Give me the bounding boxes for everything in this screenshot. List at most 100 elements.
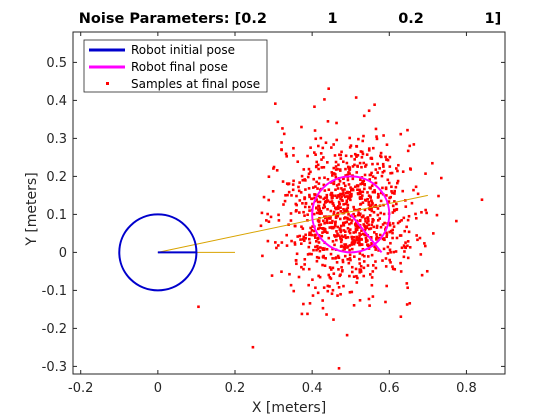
sample-point (346, 191, 349, 195)
sample-point (329, 252, 333, 256)
sample-point (361, 152, 365, 156)
sample-point (350, 221, 353, 225)
y-tick-label: 0.4 (46, 94, 67, 109)
sample-point (315, 259, 319, 263)
sample-point (369, 173, 373, 177)
sample-point (378, 233, 382, 237)
sample-point (380, 174, 384, 178)
sample-point (399, 315, 403, 318)
sample-point (356, 188, 359, 192)
sample-point (352, 205, 355, 209)
sample-point (405, 282, 409, 285)
sample-point (361, 253, 364, 257)
sample-point (406, 256, 410, 260)
sample-point (364, 226, 368, 230)
sample-point (332, 182, 336, 185)
y-tick-label: 0.5 (46, 56, 67, 71)
sample-point (314, 193, 317, 196)
sample-point (366, 264, 370, 267)
sample-point (330, 171, 334, 174)
sample-point (290, 194, 293, 197)
sample-point (356, 225, 359, 229)
sample-point (386, 178, 390, 182)
sample-point (353, 223, 357, 226)
sample-point (314, 137, 318, 141)
sample-point (366, 216, 369, 219)
sample-point (284, 152, 288, 156)
sample-point (280, 148, 283, 152)
sample-point (324, 141, 328, 145)
y-ticks: -0.3 -0.2 -0.1 0 0.1 0.2 0.3 0.4 0.5 (42, 56, 505, 375)
sample-point (314, 236, 317, 239)
sample-point (333, 154, 337, 157)
sample-point (362, 114, 366, 118)
sample-point (323, 176, 326, 180)
sample-point (276, 120, 280, 124)
sample-point (342, 160, 345, 164)
sample-point (388, 230, 391, 234)
sample-point (389, 229, 393, 233)
sample-point (362, 161, 366, 165)
sample-point (289, 283, 293, 287)
sample-point (363, 228, 367, 232)
sample-point (295, 203, 298, 207)
sample-point (281, 180, 285, 183)
sample-point (292, 146, 295, 150)
y-axis-label: Y [meters] (24, 172, 40, 246)
sample-point (302, 235, 306, 239)
sample-point (306, 253, 310, 256)
sample-point (357, 237, 361, 240)
sample-point (275, 246, 278, 250)
sample-point (370, 253, 374, 257)
sample-point (343, 254, 347, 258)
sample-point (375, 135, 378, 138)
y-tick-label: -0.3 (42, 360, 67, 375)
sample-point (270, 274, 274, 277)
sample-point (342, 181, 346, 185)
sample-point (348, 244, 352, 247)
sample-point (319, 136, 323, 140)
sample-point (350, 194, 353, 198)
sample-point (401, 189, 405, 193)
sample-point (361, 180, 365, 183)
sample-point (319, 196, 322, 199)
sample-point (317, 256, 321, 260)
sample-point (376, 213, 380, 217)
sample-point (381, 170, 385, 174)
sample-point (375, 224, 379, 228)
sample-point (339, 240, 343, 244)
sample-point (331, 202, 335, 205)
sample-point (266, 239, 270, 243)
sample-point (329, 217, 332, 220)
sample-point (370, 223, 374, 227)
sample-point (328, 226, 332, 229)
sample-point (363, 187, 366, 191)
sample-point (374, 266, 378, 270)
sample-point (320, 166, 324, 169)
sample-point (344, 154, 348, 158)
sample-point (344, 191, 348, 195)
sample-point (381, 162, 385, 166)
sample-point (336, 281, 339, 285)
sample-point (354, 267, 358, 271)
sample-point (308, 195, 311, 199)
sample-point (360, 215, 364, 219)
sample-point (374, 260, 377, 263)
sample-point (346, 165, 350, 169)
sample-point (292, 179, 295, 183)
sample-point (322, 219, 325, 223)
sample-point (399, 270, 403, 273)
sample-point (343, 243, 346, 246)
sample-point (350, 219, 354, 222)
sample-point (385, 284, 388, 288)
sample-point (314, 206, 318, 210)
sample-point (348, 191, 352, 194)
sample-point (300, 125, 303, 129)
sample-point (304, 233, 307, 237)
sample-point (334, 257, 337, 260)
sample-point (354, 185, 357, 189)
sample-point (346, 203, 350, 207)
sample-point (409, 168, 413, 171)
sample-point (419, 253, 423, 256)
sample-point (386, 252, 390, 255)
